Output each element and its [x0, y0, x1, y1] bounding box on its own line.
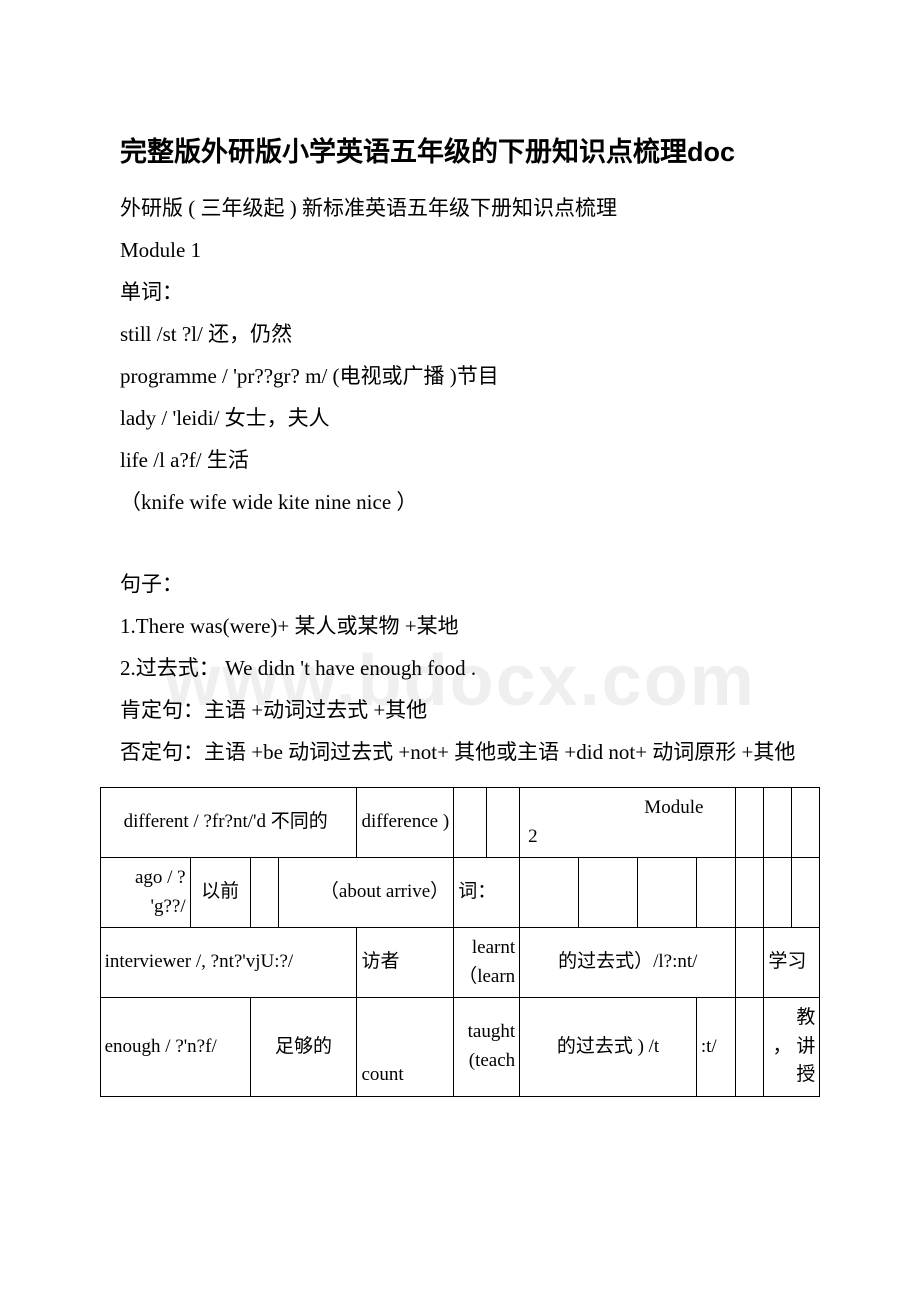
cell-blank: [764, 788, 792, 858]
cell-blank: [736, 788, 764, 858]
cell-blank: [736, 928, 764, 998]
cell-blank: [637, 858, 696, 928]
cell-blank: [454, 788, 487, 858]
sentence-heading: 句子：: [120, 563, 800, 605]
cell-learnt: learnt （learn: [454, 928, 520, 998]
table-row: ago / ? 'g??/ 以前 （about arrive） 词：: [100, 858, 820, 928]
cell-blank: [792, 788, 820, 858]
cell-yiqian: 以前: [190, 858, 250, 928]
cell-blank: [250, 858, 278, 928]
intro-line: 外研版 ( 三年级起 ) 新标准英语五年级下册知识点梳理: [120, 187, 800, 229]
cell-pastform: 的过去式 ) /t: [520, 998, 697, 1097]
cell-t: :t/: [696, 998, 736, 1097]
cell-blank: [792, 858, 820, 928]
sentence-4: 否定句：主语 +be 动词过去式 +not+ 其他或主语 +did not+ 动…: [120, 731, 800, 773]
vocab-programme: programme / 'pr??gr? m/ (电视或广播 )节目: [120, 355, 800, 397]
jiangshou-label: ， 讲授: [773, 1036, 816, 1086]
cell-different: different / ?fr?nt/'d 不同的: [100, 788, 357, 858]
table-row: enough / ?'n?f/ 足够的 count taught (teach …: [100, 998, 820, 1097]
document-content: 完整版外研版小学英语五年级的下册知识点梳理doc 外研版 ( 三年级起 ) 新标…: [120, 130, 800, 1097]
cell-blank: [487, 788, 520, 858]
cell-ci: 词：: [454, 858, 520, 928]
cell-jiangshou: 教 ， 讲授: [764, 998, 820, 1097]
vocab-life: life /l a?f/ 生活: [120, 439, 800, 481]
cell-fangzhe: 访者: [357, 928, 454, 998]
cell-enough: enough / ?'n?f/: [100, 998, 250, 1097]
cell-difference: difference ): [357, 788, 454, 858]
cell-about: （about arrive）: [278, 858, 454, 928]
cell-blank: [520, 858, 579, 928]
cell-xuexi: 学习: [764, 928, 820, 998]
cell-blank: [736, 998, 764, 1097]
cell-blank: [764, 858, 792, 928]
module-num: 2: [524, 823, 538, 852]
vocab-table: different / ?fr?nt/'d 不同的 difference ) M…: [100, 787, 821, 1097]
sentence-2: 2.过去式： We didn 't have enough food .: [120, 647, 800, 689]
cell-interviewer: interviewer /, ?nt?'vjU:?/: [100, 928, 357, 998]
cell-module: Module 2: [520, 788, 736, 858]
sentence-3: 肯定句：主语 +动词过去式 +其他: [120, 689, 800, 731]
cell-ago: ago / ? 'g??/: [100, 858, 190, 928]
cell-blank: [696, 858, 736, 928]
module-heading: Module 1: [120, 229, 800, 271]
table-row: interviewer /, ?nt?'vjU:?/ 访者 learnt （le…: [100, 928, 820, 998]
module-label: Module: [644, 794, 731, 823]
table-row: different / ?fr?nt/'d 不同的 difference ) M…: [100, 788, 820, 858]
vocab-lady: lady / 'leidi/ 女士，夫人: [120, 397, 800, 439]
cell-blank: [579, 858, 638, 928]
vocab-knife: （knife wife wide kite nine nice ）: [120, 481, 800, 523]
vocab-still: still /st ?l/ 还，仍然: [120, 313, 800, 355]
cell-count: count: [357, 998, 454, 1097]
cell-past: 的过去式）/l?:nt/: [520, 928, 736, 998]
sentence-1: 1.There was(were)+ 某人或某物 +某地: [120, 605, 800, 647]
cell-blank: [736, 858, 764, 928]
cell-zugou: 足够的: [250, 998, 357, 1097]
page-title: 完整版外研版小学英语五年级的下册知识点梳理doc: [120, 130, 800, 169]
jiao-label: 教: [796, 1004, 815, 1033]
vocab-heading: 单词：: [120, 271, 800, 313]
cell-taught: taught (teach: [454, 998, 520, 1097]
